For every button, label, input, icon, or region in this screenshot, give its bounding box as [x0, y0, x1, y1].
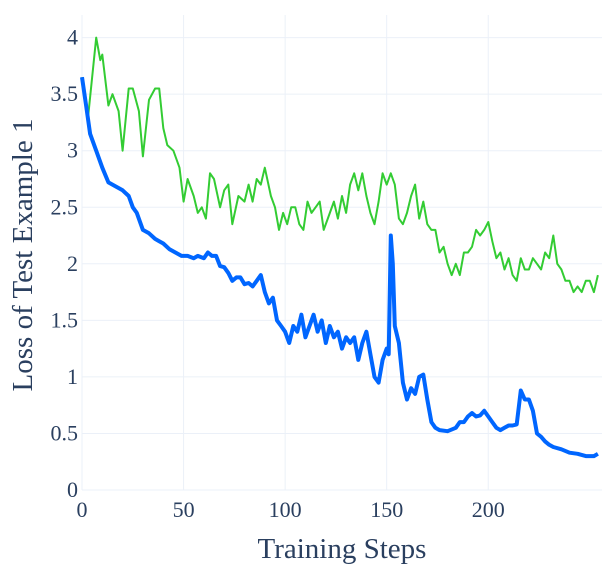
- y-tick-label: 2.5: [51, 194, 79, 219]
- x-tick-label: 150: [370, 497, 403, 522]
- series-lines: [80, 36, 599, 459]
- y-tick-label: 1.5: [51, 307, 79, 332]
- y-tick-label: 1: [67, 364, 78, 389]
- series-line-1: [81, 36, 599, 294]
- x-tick-label: 100: [269, 497, 302, 522]
- y-axis-title: Loss of Test Example 1: [7, 119, 39, 392]
- y-tick-label: 2: [67, 251, 78, 276]
- y-tick-label: 3.5: [51, 81, 79, 106]
- x-tick-labels: 0 50 100 150 200: [77, 497, 505, 522]
- y-tick-label: 4: [67, 25, 78, 50]
- y-tick-label: 0.5: [51, 420, 79, 445]
- series-line-2: [80, 76, 599, 459]
- y-tick-label: 0: [67, 477, 78, 502]
- x-tick-label: 50: [173, 497, 195, 522]
- x-tick-label: 0: [77, 497, 88, 522]
- x-tick-label: 200: [472, 497, 505, 522]
- x-axis-title: Training Steps: [258, 533, 427, 565]
- gridlines: [81, 15, 602, 491]
- y-tick-label: 3: [67, 138, 78, 163]
- y-tick-labels: 0 0.5 1 1.5 2 2.5 3 3.5 4: [51, 25, 79, 502]
